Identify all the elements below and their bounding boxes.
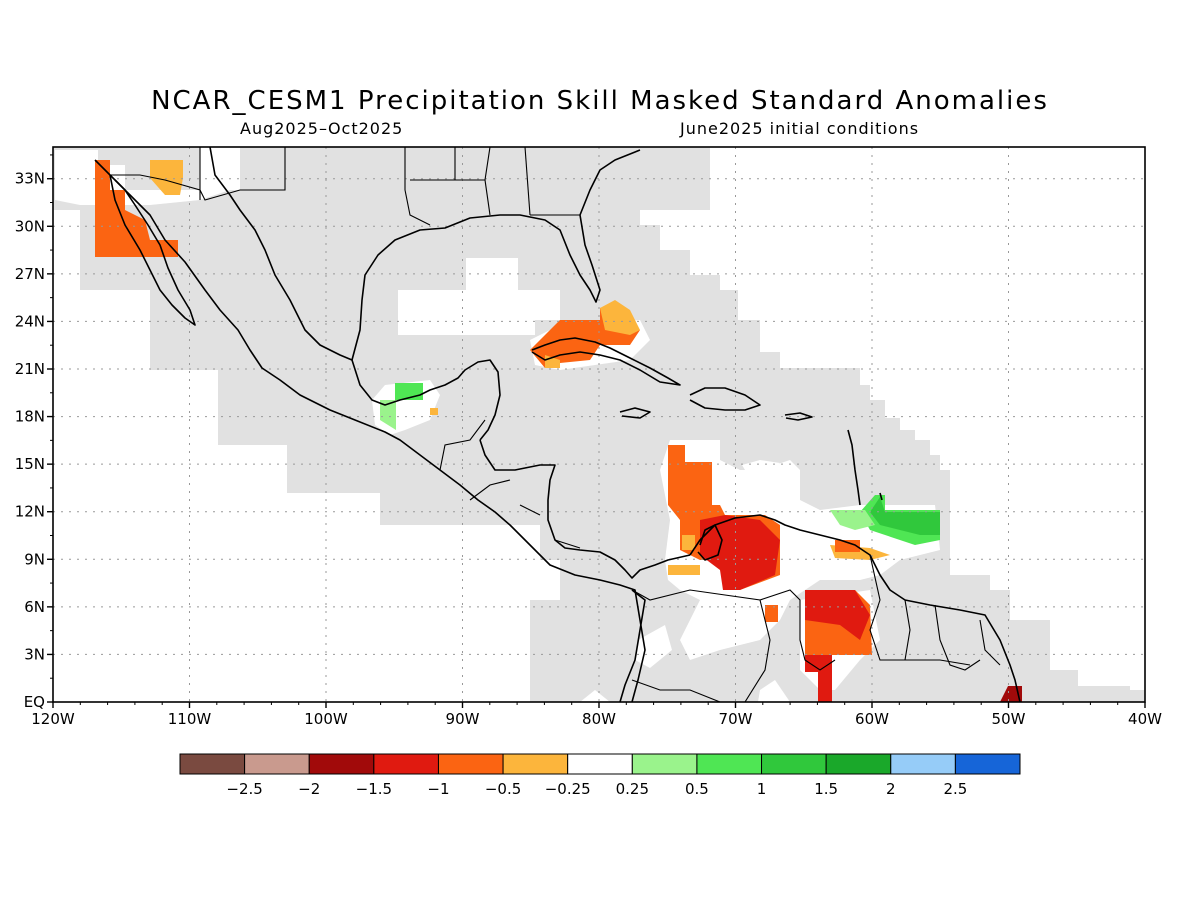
lon-tick-label: 100W [304, 710, 348, 728]
lon-tick-label: 110W [168, 710, 212, 728]
anomaly-region-trinidad-dark [835, 540, 860, 552]
lat-tick-label: 3N [24, 645, 45, 663]
colorbar-swatch [179, 753, 246, 775]
initial-conditions: June2025 initial conditions [680, 119, 920, 138]
coastlines [94, 147, 1021, 702]
lon-tick-label: 40W [1128, 710, 1162, 728]
anomaly-region-cuba-light [600, 300, 640, 335]
lon-tick-label: 80W [582, 710, 616, 728]
lon-tick-label: 90W [446, 710, 480, 728]
colorbar-swatch [308, 753, 375, 775]
lat-tick-label: 18N [15, 408, 45, 426]
colorbar-label: −2 [298, 780, 320, 798]
colorbar-swatch [567, 753, 633, 775]
lon-tick-label: 120W [31, 710, 75, 728]
colorbar-swatch [696, 753, 763, 775]
country-borders [110, 147, 1001, 702]
anomaly-region-maracaibo [682, 535, 695, 550]
colorbar-label: −2.5 [226, 780, 262, 798]
lon-tick-label: 60W [855, 710, 889, 728]
colorbar-label: 0.25 [616, 780, 649, 798]
anomaly-region-belize [430, 408, 438, 415]
anomaly-region-colombia-light [668, 565, 700, 575]
anomaly-region-arizona [150, 160, 183, 195]
colorbar-swatch [373, 753, 439, 775]
colorbar-swatch [437, 753, 504, 775]
colorbar-swatch [890, 753, 956, 775]
lon-tick-label: 70W [719, 710, 753, 728]
colorbar-swatch [825, 753, 892, 775]
colorbar-label: −0.5 [485, 780, 521, 798]
colorbar-swatch [954, 753, 1021, 775]
colorbar-label: 2 [886, 780, 896, 798]
map-title: NCAR_CESM1 Precipitation Skill Masked St… [151, 86, 1049, 116]
lat-tick-label: 33N [15, 170, 45, 188]
colorbar-swatch [761, 753, 827, 775]
anomaly-region-orinoco [765, 605, 778, 622]
lat-tick-label: 9N [24, 550, 45, 568]
colorbar-label: −1 [427, 780, 449, 798]
colorbar-swatch [244, 753, 310, 775]
colorbar-label: 0.5 [685, 780, 709, 798]
lat-tick-label: 30N [15, 217, 45, 235]
anomaly-region-barbados-dark [870, 497, 940, 535]
no-skill-mask [53, 147, 1145, 702]
colorbar: −2.5 −2 −1.5 −1 −0.5 −0.25 0.25 0.5 1 1.5 2 2.5 [179, 753, 1021, 798]
lat-tick-label: 27N [15, 265, 45, 283]
anomaly-shading [95, 160, 1022, 702]
anomaly-region-grenada [830, 510, 875, 530]
colorbar-label: 1 [757, 780, 767, 798]
lat-tick-label: 21N [15, 360, 45, 378]
colorbar-label: 1.5 [814, 780, 838, 798]
lat-tick-label: 6N [24, 598, 45, 616]
graticule [53, 147, 1145, 702]
lat-tick-label: EQ [24, 693, 45, 711]
latitude-axis: 33N 30N 27N 24N 21N 18N 15N 12N 9N 6N 3N EQ [15, 154, 53, 711]
colorbar-label: 2.5 [943, 780, 967, 798]
anomaly-region-venezuela [700, 515, 780, 590]
colorbar-label: −1.5 [356, 780, 392, 798]
longitude-axis: 120W 110W 100W 90W 80W 70W 60W 50W 40W [31, 702, 1162, 728]
colorbar-swatch [502, 753, 569, 775]
forecast-period: Aug2025–Oct2025 [240, 119, 404, 138]
lat-tick-label: 24N [15, 312, 45, 330]
colorbar-swatch [631, 753, 698, 775]
lon-tick-label: 50W [992, 710, 1026, 728]
anomaly-region-yucatan-light [380, 400, 396, 430]
map-field [53, 147, 1145, 702]
colorbar-label: −0.25 [545, 780, 591, 798]
lat-tick-label: 12N [15, 503, 45, 521]
anomaly-region-baja [95, 160, 178, 257]
anomaly-region-guyana-dark [805, 590, 870, 640]
lat-tick-label: 15N [15, 455, 45, 473]
